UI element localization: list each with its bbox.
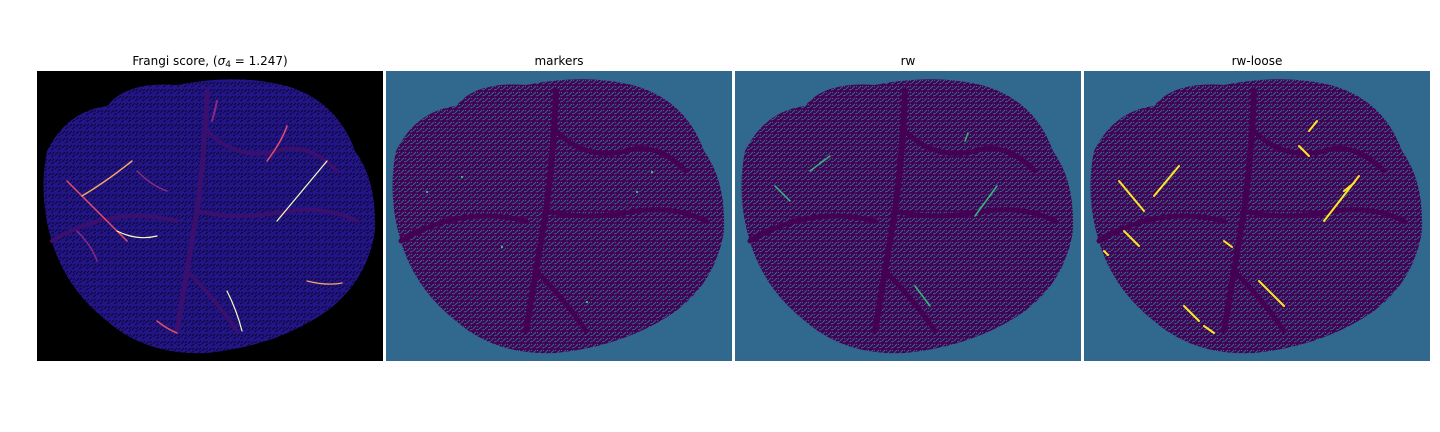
panel-rw-loose: rw-loose <box>1084 52 1430 361</box>
rw-image <box>735 71 1081 361</box>
panel-title: rw <box>900 54 916 68</box>
panel-title: rw-loose <box>1231 54 1283 68</box>
frangi-image-svg <box>37 71 383 361</box>
segmented-vessels <box>1103 120 1360 334</box>
rw-loose-image <box>1084 71 1430 361</box>
markers-image-svg <box>386 71 732 361</box>
frangi-image <box>37 71 383 361</box>
markers <box>426 171 653 303</box>
panel-title: Frangi score, (σ4 = 1.247) <box>37 52 383 70</box>
panel-markers: markers <box>386 52 732 361</box>
panel-title: markers <box>534 54 584 68</box>
rw-loose-image-svg <box>1084 71 1430 361</box>
panel-frangi-score: Frangi score, (σ4 = 1.247) <box>37 52 383 361</box>
title-subscript: 4 <box>225 60 231 70</box>
title-suffix: = 1.247) <box>230 54 288 68</box>
vessel-highlights <box>50 88 359 334</box>
title-prefix: Frangi score, ( <box>132 54 218 68</box>
panel-rw: rw <box>735 52 1081 361</box>
rw-image-svg <box>735 71 1081 361</box>
markers-image <box>386 71 732 361</box>
vessels <box>1096 88 1407 334</box>
vessels <box>398 88 709 334</box>
segmented-vessels <box>774 132 998 307</box>
vessels <box>747 88 1058 334</box>
title-sigma: σ <box>217 54 226 68</box>
